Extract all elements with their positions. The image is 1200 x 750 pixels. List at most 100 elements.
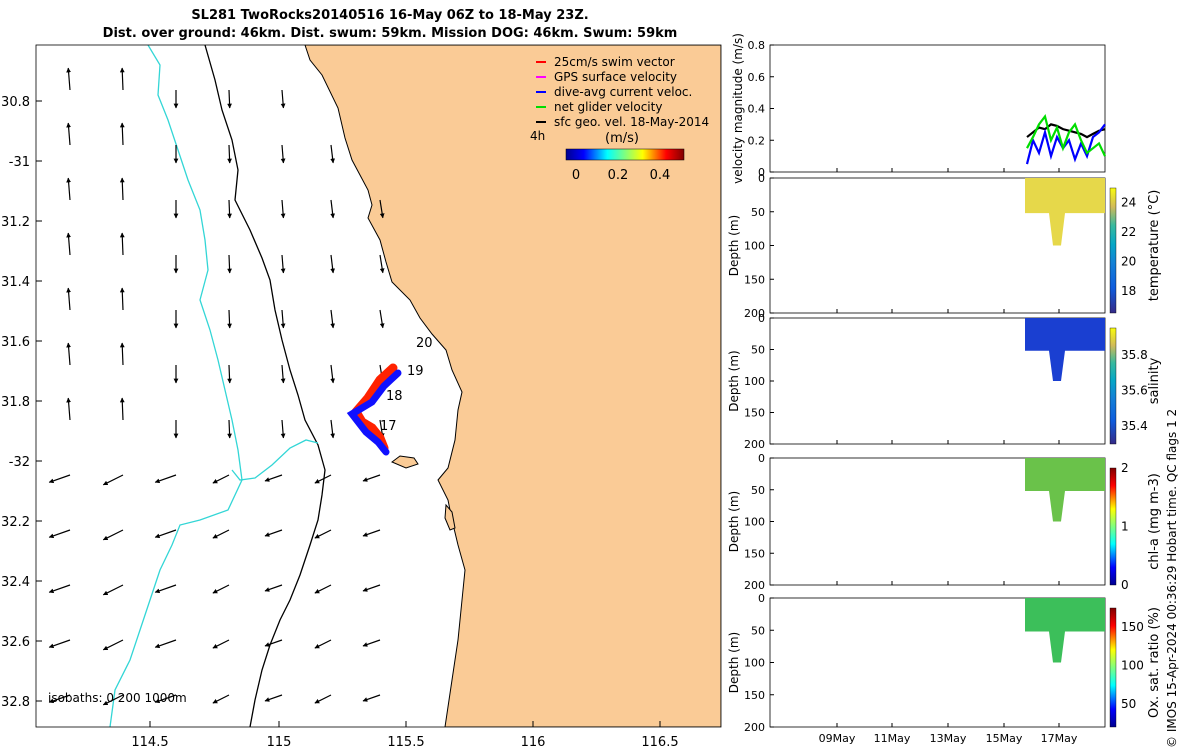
- velocity-arrow: [102, 584, 124, 596]
- colorbar-tick-label: 50: [1121, 697, 1136, 711]
- colorbar-label: chl-a (mg m-3): [1147, 473, 1162, 570]
- profile-data-patch: [1025, 178, 1105, 246]
- velocity-arrow: [264, 694, 283, 702]
- velocity-arrow: [119, 287, 125, 311]
- velocity-arrow: [154, 529, 177, 539]
- land-mass: [304, 45, 721, 727]
- legend-label: sfc geo. vel. 18-May-2014: [554, 115, 709, 129]
- map-ytick-label: -31: [9, 155, 30, 170]
- velocity-arrow: [314, 474, 332, 484]
- velocity-arrow: [314, 529, 332, 539]
- panel-ytick-label: 50: [751, 484, 765, 497]
- velocity-arrow: [119, 342, 125, 366]
- velocity-arrow: [314, 694, 332, 704]
- map-xtick-label: 115.5: [387, 735, 424, 750]
- velocity-arrow: [280, 199, 286, 219]
- colorbar-tick-label: 20: [1121, 255, 1136, 269]
- colorbar-tick-label: 2: [1121, 461, 1129, 475]
- legend-label: dive-avg current veloc.: [554, 85, 692, 99]
- velocity-arrow: [48, 584, 71, 594]
- panel-ytick-label: 0.4: [748, 103, 766, 116]
- velocity-arrow: [154, 584, 177, 594]
- colorbar-tick-label: 0: [1121, 578, 1129, 592]
- velocity-arrow: [212, 639, 230, 649]
- colorbar-tick-label: 22: [1121, 225, 1136, 239]
- isobath-200: [204, 45, 326, 727]
- velocity-arrow: [379, 254, 385, 274]
- velocity-arrow: [66, 67, 71, 91]
- velocity-arrow: [362, 529, 381, 537]
- panel-xtick-label: 09May: [819, 732, 856, 745]
- panel-3: 0 50 100 150 200 Depth (m) 0 1 2 chl-a (mg m-3): [727, 452, 1162, 592]
- legend-label: 25cm/s swim vector: [554, 55, 675, 69]
- title-line-1: SL281 TwoRocks20140516 16-May 06Z to 18-…: [191, 8, 589, 23]
- velocity-arrow: [66, 177, 71, 201]
- panel-ytick-label: 150: [744, 273, 765, 286]
- profile-colorbar: [1109, 607, 1117, 728]
- isobaths-label: isobaths: 0 200 1000m: [48, 691, 187, 705]
- velocity-arrow: [280, 309, 286, 329]
- velocity-arrow: [154, 474, 177, 484]
- colorbar-tick-label: 18: [1121, 284, 1136, 298]
- panel-ytick-label: 0: [758, 166, 765, 179]
- track-red: [350, 363, 398, 453]
- title-line-2: Dist. over ground: 46km. Dist. swum: 59k…: [102, 26, 678, 41]
- garden-island: [444, 503, 456, 531]
- legend-4h: 4h: [530, 129, 545, 143]
- panel-xtick-label: 13May: [930, 732, 967, 745]
- velocity-arrow: [264, 474, 283, 482]
- velocity-arrow: [48, 474, 71, 484]
- velocity-arrow: [119, 177, 125, 201]
- velocity-arrow: [314, 639, 332, 649]
- colorbar-tick-label: 24: [1121, 196, 1136, 210]
- colorbar-tick-label: 35.8: [1121, 348, 1148, 362]
- panel-ytick-label: 0.6: [748, 71, 766, 84]
- velocity-arrow: [66, 287, 71, 311]
- isobath-1000: [109, 45, 243, 727]
- velocity-arrow: [227, 254, 232, 274]
- panel-ytick-label: 0: [758, 172, 765, 185]
- colorbar-tick-label: 150: [1121, 620, 1144, 634]
- map-ytick-label: 30.8: [1, 95, 30, 110]
- velocity-arrow: [212, 694, 230, 704]
- velocity-arrow: [66, 342, 71, 366]
- map-ytick-label: 32.6: [1, 635, 30, 650]
- velocity-arrow: [264, 529, 283, 537]
- panel-ytick-label: 0: [758, 312, 765, 325]
- velocity-arrow: [212, 584, 230, 594]
- panel-ytick-label: 0.8: [748, 39, 766, 52]
- legend-label: GPS surface velocity: [554, 70, 677, 84]
- panel-ytick-label: 200: [744, 438, 765, 451]
- panel-ylabel: velocity magnitude (m/s): [731, 33, 745, 184]
- map-xtick-label: 114.5: [131, 735, 168, 750]
- colorbar-tick-label: 35.6: [1121, 383, 1148, 397]
- velocity-arrow: [102, 529, 124, 541]
- rottnest-island: [391, 455, 419, 469]
- colorbar-label: salinity: [1147, 357, 1162, 404]
- colorbar-tick: 0: [572, 168, 580, 183]
- velocity-arrow: [330, 419, 336, 439]
- velocity-arrow: [227, 144, 232, 164]
- velocity-arrow: [154, 694, 177, 704]
- panel-ytick-label: 50: [751, 624, 765, 637]
- surface-velocity-vectors: [48, 67, 385, 706]
- panel-ytick-label: 100: [744, 375, 765, 388]
- panel-ytick-label: 200: [744, 721, 765, 734]
- velocity-series-line: [1025, 123, 1106, 165]
- panel-ytick-label: 50: [751, 344, 765, 357]
- velocity-arrow: [362, 639, 381, 647]
- panel-ytick-label: 0: [758, 592, 765, 605]
- panel-xtick-label: 15May: [986, 732, 1023, 745]
- velocity-arrow: [227, 419, 232, 439]
- day-label: 20: [416, 336, 433, 351]
- velocity-arrow: [48, 639, 71, 649]
- velocity-arrow: [102, 474, 124, 486]
- glider-track: [346, 363, 402, 456]
- velocity-arrow: [264, 639, 283, 647]
- panel-xtick-label: 11May: [874, 732, 911, 745]
- panel-ytick-label: 200: [744, 307, 765, 320]
- velocity-arrow: [280, 89, 286, 109]
